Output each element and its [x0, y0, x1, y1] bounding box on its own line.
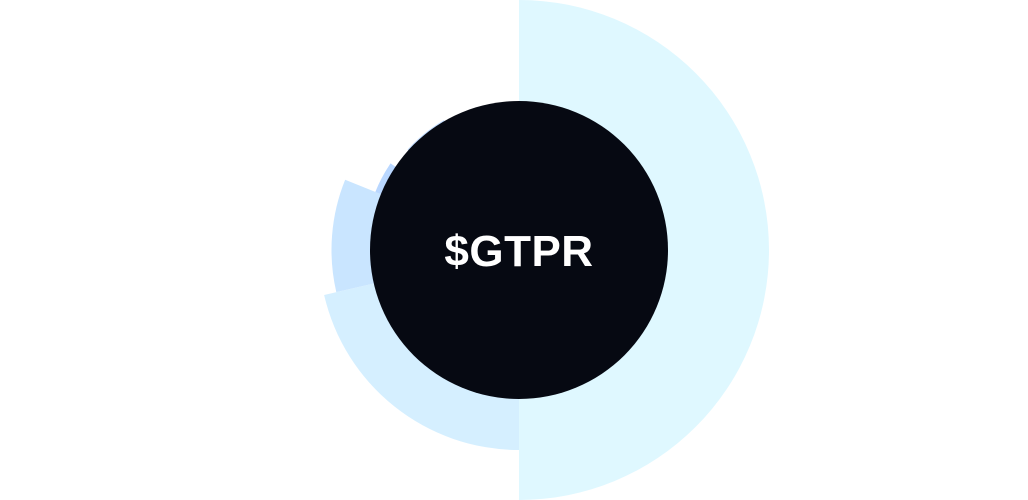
center-disc	[370, 101, 668, 399]
center-token-label: $GTPR	[444, 227, 593, 276]
